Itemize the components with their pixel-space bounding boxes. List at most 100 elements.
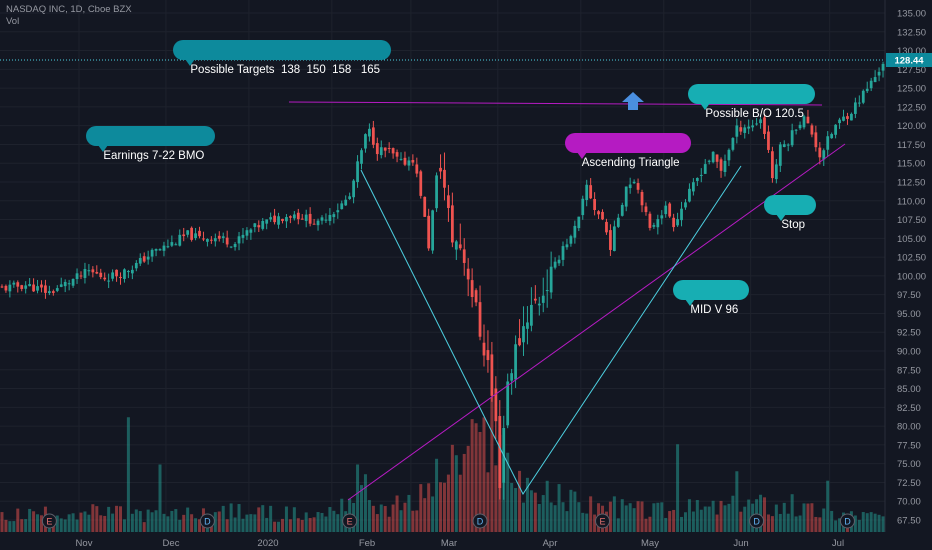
price-tick-label: 135.00 (897, 9, 926, 20)
candle-body (59, 284, 63, 287)
candle-body (427, 215, 431, 249)
candle-body (735, 125, 739, 137)
volume-bar (569, 489, 573, 532)
candle-body (320, 217, 324, 221)
candle-body (601, 211, 604, 220)
candle-body (466, 268, 470, 280)
ascending-trendline[interactable] (347, 143, 846, 501)
callout-earnings[interactable]: Earnings 7-22 BMO (86, 126, 216, 162)
volume-bar (79, 512, 83, 532)
volume-bar (186, 507, 190, 532)
candle-body (233, 243, 237, 248)
callout-tail (776, 214, 786, 221)
candle-body (759, 119, 762, 124)
volume-bar (4, 519, 8, 532)
candle-body (771, 151, 774, 179)
volume-bar (16, 508, 20, 532)
candle-body (648, 213, 652, 228)
volume-bar (415, 510, 419, 532)
earnings-marker-icon (595, 513, 611, 529)
candle-body (846, 116, 849, 119)
candle-body (624, 186, 628, 207)
volume-bar (608, 501, 612, 532)
candle-body (399, 158, 403, 160)
volume-bar (533, 492, 537, 532)
candle-body (454, 241, 458, 250)
volume-bar (865, 513, 869, 532)
callout-mid-v[interactable]: MID V 96 (673, 280, 750, 316)
volume-bar (494, 465, 498, 532)
candle-body (379, 147, 383, 156)
callout-ascending-triangle[interactable]: Ascending Triangle (565, 133, 691, 169)
candle-body (277, 216, 280, 225)
candle-body (217, 235, 221, 239)
volume-bar (288, 519, 292, 532)
candle-body (134, 262, 138, 269)
dividend-marker-letter: D (477, 517, 484, 527)
volume-bar (881, 516, 885, 532)
candle-body (24, 285, 28, 289)
volume-bar (616, 518, 620, 532)
volume-bar (830, 510, 834, 532)
volume-bar (395, 495, 399, 532)
candle-body (881, 63, 885, 71)
volume-bar (130, 513, 134, 532)
resistance-line[interactable] (288, 101, 823, 106)
volume-bar (83, 511, 87, 532)
volume-bar (435, 458, 439, 532)
candle-body (360, 150, 363, 164)
price-tick-label: 127.50 (897, 65, 926, 76)
volume-bar (711, 500, 715, 532)
candle-body (443, 169, 446, 188)
candle-body (36, 286, 39, 291)
candle-body (16, 282, 20, 287)
volume-bar (561, 502, 565, 532)
candle-body (296, 212, 300, 220)
price-tick-label: 70.00 (897, 497, 921, 508)
candle-body (684, 202, 687, 208)
candle-body (778, 144, 782, 166)
callout-targets[interactable]: Possible Targets 138 150 158 165 (173, 40, 392, 76)
candle-body (834, 124, 837, 135)
volume-bar (371, 505, 375, 532)
volume-bar (225, 519, 229, 532)
volume-bar (624, 505, 628, 532)
candle-body (518, 338, 521, 346)
candle-body (498, 416, 502, 488)
volume-bar (312, 517, 316, 532)
time-axis[interactable]: Nov Dec 2020 Feb Mar Apr May Jun Jul (76, 538, 845, 549)
volume-bar (261, 505, 265, 532)
volume-bar (735, 471, 739, 532)
candle-body (842, 116, 845, 121)
candle-body (790, 130, 794, 146)
volume-bar (636, 501, 640, 532)
candle-body (162, 245, 166, 251)
dividend-marker-icon (749, 513, 765, 529)
callout-possible-bo[interactable]: Possible B/O 120.5 (688, 84, 815, 120)
volume-bar (719, 500, 723, 532)
volume-bar (67, 514, 71, 532)
volume-bars (0, 397, 885, 532)
price-axis[interactable]: 67.50 70.00 72.50 75.00 77.50 80.00 82.50 85.00… (897, 9, 926, 527)
candle-body (79, 275, 83, 277)
candle-body (383, 147, 387, 151)
candle-body (55, 288, 59, 291)
volume-bar (150, 512, 154, 532)
callout-stop[interactable]: Stop (764, 195, 817, 231)
volume-bar (194, 518, 198, 532)
candle-body (751, 125, 755, 128)
dividend-marker-letter: D (204, 517, 211, 527)
candle-body (170, 242, 174, 246)
volume-bar (39, 515, 43, 532)
v-pattern-lines[interactable] (360, 165, 742, 495)
candle-body (308, 213, 312, 224)
candle-body (158, 249, 162, 251)
volume-bar (466, 445, 470, 532)
candle-body (597, 211, 600, 215)
volume-bar (257, 507, 261, 532)
volume-bar (510, 482, 514, 532)
volume-bar (644, 518, 648, 532)
volume-bar (446, 474, 450, 532)
time-tick-label: Nov (76, 538, 93, 549)
